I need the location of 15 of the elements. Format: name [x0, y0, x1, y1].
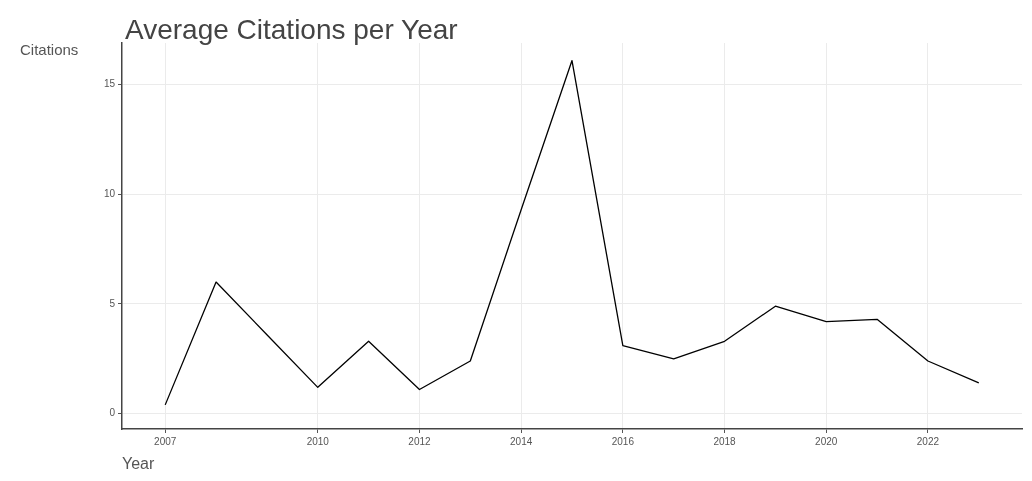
x-tick-label: 2022 — [916, 435, 940, 447]
y-axis-title: Citations — [20, 41, 79, 58]
chart-title: Average Citations per Year — [125, 14, 458, 45]
x-tick-label: 2016 — [611, 435, 635, 447]
y-tick-label: 10 — [103, 188, 116, 200]
y-tick-label: 5 — [109, 297, 116, 309]
y-tick-label: 0 — [109, 407, 116, 419]
x-tick-label: 2018 — [713, 435, 737, 447]
x-tick-label: 2014 — [510, 435, 533, 447]
x-tick-label: 2007 — [154, 435, 177, 447]
y-tick-label: 15 — [103, 78, 116, 90]
x-tick-label: 2012 — [408, 435, 432, 447]
x-tick-label: 2020 — [815, 435, 838, 447]
x-tick-label: 2010 — [306, 435, 330, 447]
x-axis-title: Year — [122, 455, 155, 472]
